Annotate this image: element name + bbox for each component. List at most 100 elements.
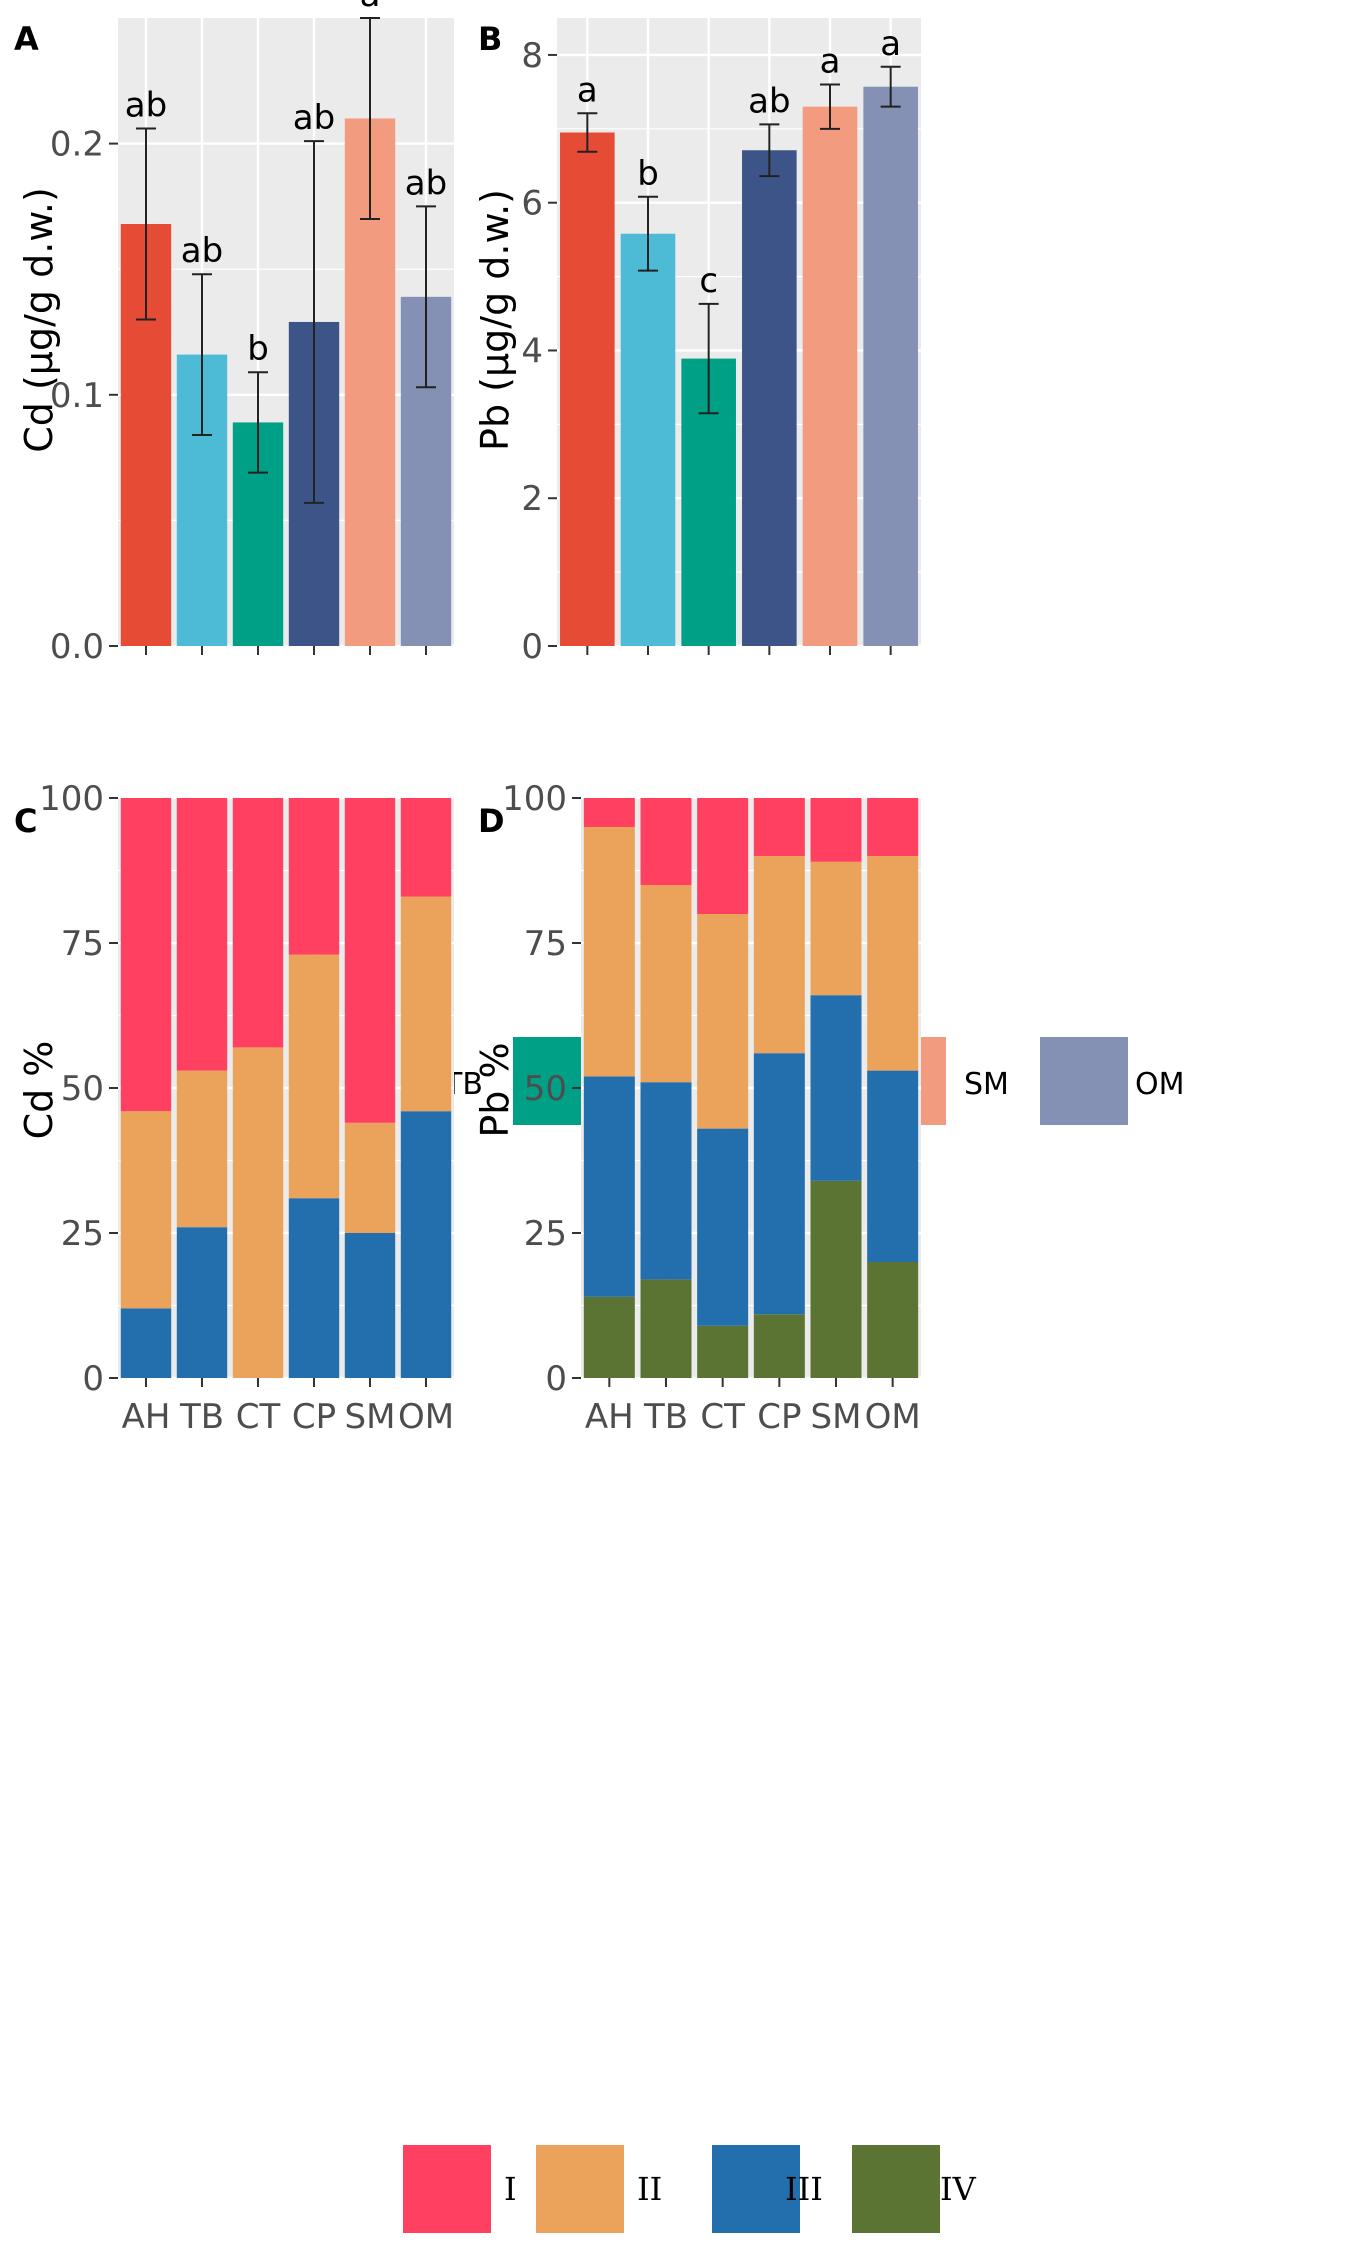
y-tick-label: 0.0 [50, 627, 104, 667]
panel-c: C 0 25 50 75 100 AH TB CT CP SM OM Cd % [14, 779, 454, 1437]
bar-cp [742, 150, 797, 647]
segment-i-ct [697, 798, 749, 914]
panel-a: A 0.0 0.1 0.2 Cd (µg/g d.w.) ab ab b ab a ab [14, 0, 454, 667]
panel-letter-a: A [14, 20, 39, 58]
x-tick-label: AH [122, 1397, 171, 1437]
segment-iii-sm [344, 1233, 396, 1378]
significance-label: c [699, 261, 718, 301]
y-tick-label: 0 [521, 627, 543, 667]
segment-ii-om [400, 896, 452, 1112]
segment-iii-tb [176, 1227, 228, 1378]
bar-ah [560, 132, 615, 647]
segment-i-tb [640, 798, 692, 885]
segment-iii-cp [753, 1053, 805, 1315]
x-tick-label: AH [585, 1397, 634, 1437]
segment-iii-tb [640, 1082, 692, 1280]
x-tick-label: CP [757, 1397, 801, 1437]
segment-iv-sm [810, 1180, 862, 1378]
significance-label: a [577, 70, 598, 110]
significance-label: ab [181, 231, 223, 271]
segment-ii-ah [120, 1111, 172, 1309]
segment-ii-sm [810, 861, 862, 996]
segment-i-ct [232, 798, 284, 1048]
legend-swatch [1040, 1037, 1128, 1125]
plot-background [118, 18, 454, 646]
significance-label: a [820, 41, 841, 81]
significance-label: ab [405, 163, 447, 203]
x-tick-label: SM [811, 1397, 862, 1437]
significance-label: ab [293, 98, 335, 138]
segment-i-om [867, 798, 919, 856]
y-tick-label: 75 [524, 924, 567, 964]
segment-ii-om [867, 856, 919, 1071]
bar-sm [802, 106, 858, 647]
legend-swatch [403, 2145, 491, 2233]
segment-iii-sm [810, 995, 862, 1181]
legend-fractions: I II III IV [403, 2145, 977, 2233]
segment-i-cp [288, 798, 340, 955]
error-bar-cp [304, 140, 324, 504]
segment-ii-tb [640, 885, 692, 1083]
legend-swatch [536, 2145, 624, 2233]
x-tick-label: SM [345, 1397, 396, 1437]
segment-ii-cp [288, 954, 340, 1199]
error-bar-ct [698, 302, 719, 415]
y-tick-label: 0.1 [50, 376, 104, 416]
legend-item-fraction-iv: IV [852, 2145, 977, 2233]
panel-d: D 0 25 50 75 100 AH TB CT CP SM OM Pb % [473, 779, 921, 1437]
x-tick-label: TB [643, 1397, 688, 1437]
legend-label: II [637, 2170, 662, 2208]
bar-tb [620, 233, 676, 647]
x-tick-label: OM [398, 1397, 454, 1437]
y-axis-title: Cd % [17, 1041, 61, 1140]
panel-letter-d: D [478, 802, 505, 840]
y-tick-label: 0.2 [50, 125, 104, 165]
legend-label: SM [964, 1067, 1009, 1102]
segment-iv-cp [753, 1314, 805, 1378]
segment-iii-om [867, 1070, 919, 1262]
segment-iv-ah [583, 1296, 635, 1378]
error-bar-om [880, 65, 901, 108]
error-bar-om [416, 205, 436, 389]
segment-i-sm [810, 798, 862, 862]
legend-item-fraction-iii: III [712, 2145, 823, 2233]
segment-iii-ah [583, 1076, 635, 1297]
y-tick-label: 50 [524, 1069, 567, 1109]
error-bar-sm [360, 17, 380, 220]
legend-label: III [785, 2170, 823, 2208]
significance-label: b [247, 329, 269, 369]
y-axis-title: Cd (µg/g d.w.) [17, 187, 61, 453]
segment-ii-ct [232, 1047, 284, 1378]
error-bar-ah [136, 127, 156, 321]
panel-letter-b: B [478, 20, 502, 58]
segment-ii-cp [753, 856, 805, 1054]
significance-label: a [360, 0, 381, 15]
panel-letter-c: C [14, 802, 37, 840]
segment-iii-cp [288, 1198, 340, 1378]
y-tick-label: 4 [521, 331, 543, 371]
segment-i-om [400, 798, 452, 897]
segment-i-tb [176, 798, 228, 1071]
segment-i-sm [344, 798, 396, 1123]
segment-i-ah [120, 798, 172, 1112]
error-bar-tb [638, 195, 658, 272]
legend-label: IV [940, 2170, 977, 2208]
legend-swatch [712, 2145, 800, 2233]
y-tick-label: 0 [82, 1359, 104, 1399]
x-tick-label: CP [292, 1397, 336, 1437]
error-bar-ah [577, 112, 598, 153]
y-tick-label: 6 [521, 184, 543, 224]
x-tick-label: TB [179, 1397, 224, 1437]
segment-ii-sm [344, 1122, 396, 1233]
y-tick-label: 100 [39, 779, 104, 819]
y-tick-label: 0 [545, 1359, 567, 1399]
y-tick-label: 100 [502, 779, 567, 819]
error-bar-tb [192, 273, 212, 436]
error-bar-sm [820, 83, 840, 130]
x-tick-label: CT [236, 1397, 281, 1437]
legend-item-om: OM [1040, 1037, 1185, 1125]
significance-label: ab [125, 86, 167, 126]
legend-item-fraction-i: I [403, 2145, 517, 2233]
y-tick-label: 75 [61, 924, 104, 964]
